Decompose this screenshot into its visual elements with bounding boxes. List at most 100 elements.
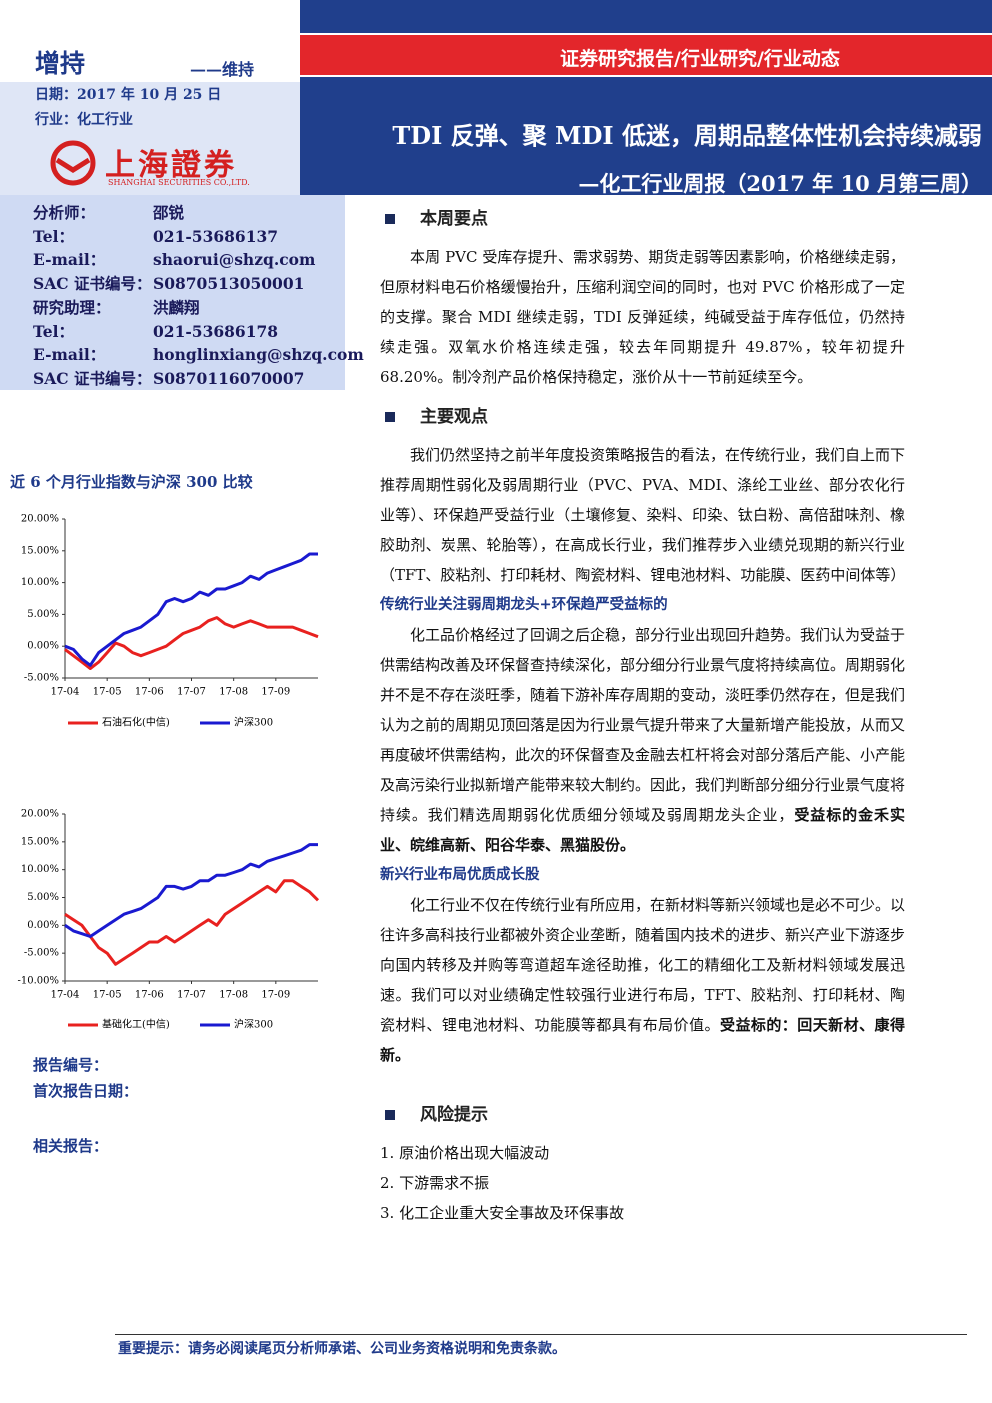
y-tick-label: 20.00%	[21, 809, 59, 820]
banner	[300, 0, 992, 195]
y-tick-label: -10.00%	[17, 976, 59, 987]
heading-text: 主要观点	[420, 407, 488, 427]
chart: -10.00% -5.00% 0.00% 5.00% 10.00% 15.00% 20.00…	[17, 809, 320, 1031]
y-tick-label: 20.00%	[21, 514, 59, 525]
y-tick-label: 15.00%	[21, 836, 59, 847]
risk-item: 1. 原油价格出现大幅波动	[380, 1144, 550, 1162]
footer-rule	[115, 1334, 967, 1335]
x-tick-label: 17-08	[219, 687, 248, 698]
analyst-label: 研究助理：	[33, 297, 111, 317]
bullet	[385, 1109, 395, 1120]
analyst-value: 021-53686137	[153, 226, 279, 246]
analyst-value: S0870513050001	[153, 274, 305, 294]
section-heading: 风险提示	[380, 1100, 905, 1130]
analyst-box	[0, 195, 345, 390]
paragraph-text: 化工行业不仅在传统行业有所应用，在新材料等新兴领域也是必不可少。以往许多高科技行…	[380, 896, 906, 1034]
legend-label: 沪深300	[234, 716, 273, 729]
y-tick-label: 10.00%	[21, 577, 59, 588]
section-heading: 本周要点	[380, 204, 905, 234]
risk-item: 2. 下游需求不振	[380, 1174, 490, 1192]
y-tick-label: 0.00%	[27, 641, 59, 652]
analyst-value: shaorui@shzq.com	[153, 250, 316, 270]
y-tick-label: -5.00%	[24, 948, 59, 959]
legend-label: 基础化工(中信)	[102, 1018, 170, 1031]
section-heading: 主要观点	[380, 402, 905, 432]
subheading: 传统行业关注弱周期龙头+环保趋严受益标的	[380, 596, 668, 613]
analyst-label: Tel：	[33, 226, 75, 246]
first-report-date: 首次报告日期：	[33, 1082, 139, 1100]
analyst-value: S0870116070007	[153, 368, 305, 388]
x-tick-label: 17-09	[261, 990, 290, 1001]
x-tick-label: 17-04	[51, 687, 80, 698]
analyst-row: SAC 证书编号：S0870116070007	[33, 367, 304, 389]
report-date: 日期：2017 年 10 月 25 日	[35, 87, 222, 103]
highlight: 受益标的：回天新材、康得新。	[380, 1016, 905, 1064]
y-tick-label: 5.00%	[27, 892, 59, 903]
rating: 增持	[35, 49, 86, 78]
analyst-label: 分析师：	[33, 203, 96, 222]
related-reports: 相关报告：	[33, 1137, 109, 1155]
subheading: 新兴行业布局优质成长股	[380, 866, 540, 883]
analyst-value: honglinxiang@shzq.com	[153, 345, 364, 365]
heading-text: 风险提示	[420, 1105, 488, 1125]
analyst-row: SAC 证书编号：S0870513050001	[33, 272, 304, 294]
paragraph: 化工品价格经过了回调之后企稳，部分行业出现回升趋势。我们认为受益于供需结构改善及…	[380, 620, 905, 860]
series-line	[64, 552, 318, 667]
legend-label: 石油石化(中信)	[102, 716, 170, 729]
chart-heading: 近 6 个月行业指数与沪深 300 比较	[10, 473, 253, 491]
series-line	[64, 879, 320, 966]
banner-strip	[300, 33, 992, 77]
main-content: 本周要点本周 PVC 受库存提升、需求弱势、期货走弱等因素影响，价格继续走弱，但…	[380, 204, 905, 1238]
legend-label: 沪深300	[234, 1018, 273, 1031]
info-box	[0, 82, 300, 195]
x-tick-label: 17-07	[177, 687, 206, 698]
analyst-row: 分析师： 邵锐	[33, 201, 184, 223]
analyst-row: E-mail： shaorui@shzq.com	[33, 248, 315, 270]
bullet	[385, 411, 395, 422]
bullet	[385, 213, 395, 224]
analyst-label: E-mail：	[33, 250, 106, 270]
y-tick-label: -5.00%	[24, 673, 59, 684]
paragraph-text: 本周 PVC 受库存提升、需求弱势、期货走弱等因素影响，价格继续走弱，但原材料电…	[380, 248, 905, 386]
analyst-row: Tel： 021-53686137	[33, 225, 278, 247]
analyst-label: SAC 证书编号：	[33, 274, 152, 294]
analyst-row: Tel： 021-53686178	[33, 320, 278, 342]
analyst-label: E-mail：	[33, 345, 106, 365]
logo-icon	[50, 140, 96, 186]
section: 风险提示 1. 原油价格出现大幅波动 2. 下游需求不振 3. 化工企业重大安全事故及…	[380, 1100, 905, 1228]
y-tick-label: 0.00%	[27, 920, 59, 931]
logo-text: 上海證券	[105, 148, 237, 183]
analyst-label: Tel：	[33, 321, 75, 341]
paragraph: 本周 PVC 受库存提升、需求弱势、期货走弱等因素影响，价格继续走弱，但原材料电…	[380, 242, 905, 392]
heading-text: 本周要点	[420, 209, 488, 229]
x-tick-label: 17-05	[93, 687, 122, 698]
y-tick-label: 10.00%	[21, 864, 59, 875]
series-line	[64, 616, 319, 670]
report-number: 报告编号：	[33, 1056, 109, 1074]
paragraph: 我们仍然坚持之前半年度投资策略报告的看法，在传统行业，我们自上而下推荐周期性弱化…	[380, 440, 905, 590]
paragraph-text: 化工品价格经过了回调之后企稳，部分行业出现回升趋势。我们认为受益于供需结构改善及…	[380, 626, 906, 824]
report-title: TDI 反弹、聚 MDI 低迷，周期品整体性机会持续减弱	[392, 121, 982, 150]
analyst-value: 021-53686178	[153, 321, 279, 341]
analyst-row: E-mail： honglinxiang@shzq.com	[33, 343, 364, 365]
report-category: 证券研究报告/行业研究/行业动态	[560, 48, 840, 70]
paragraph: 化工行业不仅在传统行业有所应用，在新材料等新兴领域也是必不可少。以往许多高科技行…	[380, 890, 905, 1070]
y-tick-label: 5.00%	[27, 609, 59, 620]
x-tick-label: 17-06	[135, 687, 164, 698]
footer-note: 重要提示：请务必阅读尾页分析师承诺、公司业务资格说明和免责条款。	[118, 1341, 566, 1357]
x-tick-label: 17-05	[93, 990, 122, 1001]
report-subtitle: —化工行业周报（2017 年 10 月第三周）	[578, 171, 982, 196]
analyst-value: 邵锐	[153, 203, 185, 222]
analyst-label: SAC 证书编号：	[33, 368, 152, 388]
x-tick-label: 17-09	[261, 687, 290, 698]
logo-sub: SHANGHAI SECURITIES CO.,LTD.	[108, 178, 250, 187]
chart: -5.00% 0.00% 5.00% 10.00% 15.00% 20.00% 17-04 1…	[21, 514, 319, 729]
industry: 行业：化工行业	[35, 112, 133, 128]
section: 主要观点我们仍然坚持之前半年度投资策略报告的看法，在传统行业，我们自上而下推荐周…	[380, 402, 905, 1070]
section: 本周要点本周 PVC 受库存提升、需求弱势、期货走弱等因素影响，价格继续走弱，但…	[380, 204, 905, 392]
risk-item: 3. 化工企业重大安全事故及环保事故	[380, 1204, 625, 1222]
y-tick-label: 15.00%	[21, 545, 59, 556]
rating-note: ——维持	[190, 60, 255, 79]
paragraph-text: 我们仍然坚持之前半年度投资策略报告的看法，在传统行业，我们自上而下推荐周期性弱化…	[380, 446, 906, 584]
